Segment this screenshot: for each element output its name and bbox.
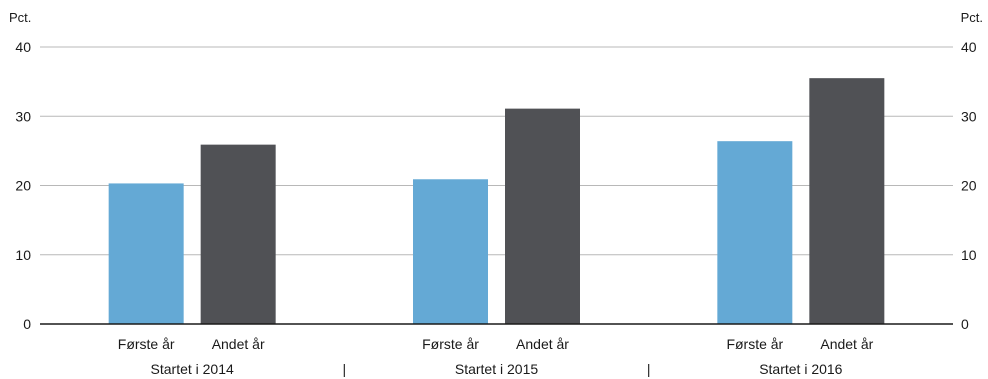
y-tick-label-right: 0 <box>961 316 969 332</box>
y-tick-label-right: 40 <box>961 39 977 55</box>
bar-category-label: Første år <box>726 336 783 352</box>
bar <box>413 179 488 324</box>
gridlines <box>40 46 953 256</box>
bar-labels: Første år Andet år Første år Andet år Første… <box>118 336 874 352</box>
bar <box>717 141 793 324</box>
bar <box>200 144 276 324</box>
y-axis-left: 0 10 20 30 40 <box>15 39 31 332</box>
y-unit-right: Pct. <box>961 10 983 25</box>
group-separators: | | <box>343 361 651 377</box>
y-tick-label-left: 30 <box>15 108 31 124</box>
y-tick-label-left: 0 <box>23 316 31 332</box>
y-axis-right: 0 10 20 30 40 <box>961 39 977 332</box>
group-separator: | <box>343 361 347 377</box>
bar-category-label: Første år <box>118 336 175 352</box>
y-tick-label-left: 10 <box>15 247 31 263</box>
bar <box>809 78 885 324</box>
bar-category-label: Andet år <box>820 336 873 352</box>
y-tick-label-right: 30 <box>961 108 977 124</box>
y-tick-label-right: 20 <box>961 178 977 194</box>
group-separator: | <box>647 361 651 377</box>
y-tick-label-left: 40 <box>15 39 31 55</box>
bar <box>505 108 580 324</box>
group-label: Startet i 2014 <box>151 361 234 377</box>
bar-category-label: Andet år <box>212 336 265 352</box>
bar <box>108 183 184 324</box>
group-label: Startet i 2015 <box>455 361 538 377</box>
y-tick-label-right: 10 <box>961 247 977 263</box>
bars <box>108 78 885 324</box>
y-unit-left: Pct. <box>9 10 31 25</box>
y-tick-label-left: 20 <box>15 178 31 194</box>
group-label: Startet i 2016 <box>759 361 842 377</box>
group-labels: Startet i 2014 Startet i 2015 Startet i 20… <box>151 361 843 377</box>
bar-category-label: Første år <box>422 336 479 352</box>
bar-category-label: Andet år <box>516 336 569 352</box>
